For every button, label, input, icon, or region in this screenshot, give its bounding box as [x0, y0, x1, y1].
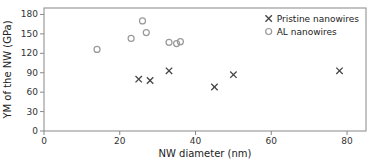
- chart: 0 20 40 60 80 0 30 60 90 120 150 180 NW diameter (nm…: [0, 0, 378, 161]
- y-tick: [40, 131, 44, 132]
- y-axis-label: YM of the NW (GPa): [2, 20, 13, 119]
- legend-label: Pristine nanowires: [277, 14, 360, 24]
- legend-marker: [266, 29, 272, 35]
- y-tick: [40, 72, 44, 73]
- x-tick: [119, 131, 120, 135]
- point: [147, 77, 153, 83]
- y-tick: [40, 53, 44, 54]
- point: [211, 84, 217, 90]
- point: [177, 39, 183, 45]
- marker-stroke: [211, 84, 217, 90]
- y-tick: [40, 33, 44, 34]
- point: [143, 30, 149, 36]
- x-tick: [44, 131, 45, 135]
- point: [166, 68, 172, 74]
- marker-stroke: [147, 77, 153, 83]
- x-axis-label: NW diameter (nm): [159, 148, 252, 159]
- y-tick-label: 120: [21, 48, 38, 58]
- x-tick-label: 60: [266, 136, 278, 146]
- point: [166, 39, 172, 45]
- x-tick-label: 40: [190, 136, 202, 146]
- point: [139, 18, 145, 24]
- legend-label: AL nanowires: [277, 27, 337, 37]
- marker-stroke: [147, 77, 153, 83]
- y-tick: [40, 14, 44, 15]
- plot-frame: [44, 8, 366, 131]
- marker-stroke: [136, 76, 142, 82]
- legend-marker: [265, 15, 271, 21]
- y-tick-label: 180: [21, 9, 38, 19]
- marker-stroke: [136, 76, 142, 82]
- marker-stroke: [336, 68, 342, 74]
- y-tick-label: 90: [27, 68, 39, 78]
- y-tick: [40, 111, 44, 112]
- marker-stroke: [336, 68, 342, 74]
- x-tick: [347, 131, 348, 135]
- points: [94, 18, 343, 90]
- marker-stroke: [166, 68, 172, 74]
- x-tick: [271, 131, 272, 135]
- x-tick-label: 0: [41, 136, 47, 146]
- point: [136, 76, 142, 82]
- x-tick: [195, 131, 196, 135]
- y-tick-label: 60: [27, 87, 39, 97]
- y-tick-label: 30: [27, 107, 39, 117]
- x-tick-label: 80: [341, 136, 353, 146]
- y-tick-label: 0: [32, 126, 38, 136]
- marker-stroke: [211, 84, 217, 90]
- point: [94, 46, 100, 52]
- marker-stroke: [166, 68, 172, 74]
- marker-stroke: [265, 15, 271, 21]
- marker-stroke: [230, 71, 236, 77]
- marker-stroke: [265, 15, 271, 21]
- legend: Pristine nanowires AL nanowires: [265, 14, 359, 37]
- point: [128, 35, 134, 41]
- y-tick-label: 150: [21, 29, 38, 39]
- point: [336, 68, 342, 74]
- y-tick: [40, 92, 44, 93]
- x-tick-label: 20: [114, 136, 126, 146]
- marker-stroke: [230, 71, 236, 77]
- point: [230, 71, 236, 77]
